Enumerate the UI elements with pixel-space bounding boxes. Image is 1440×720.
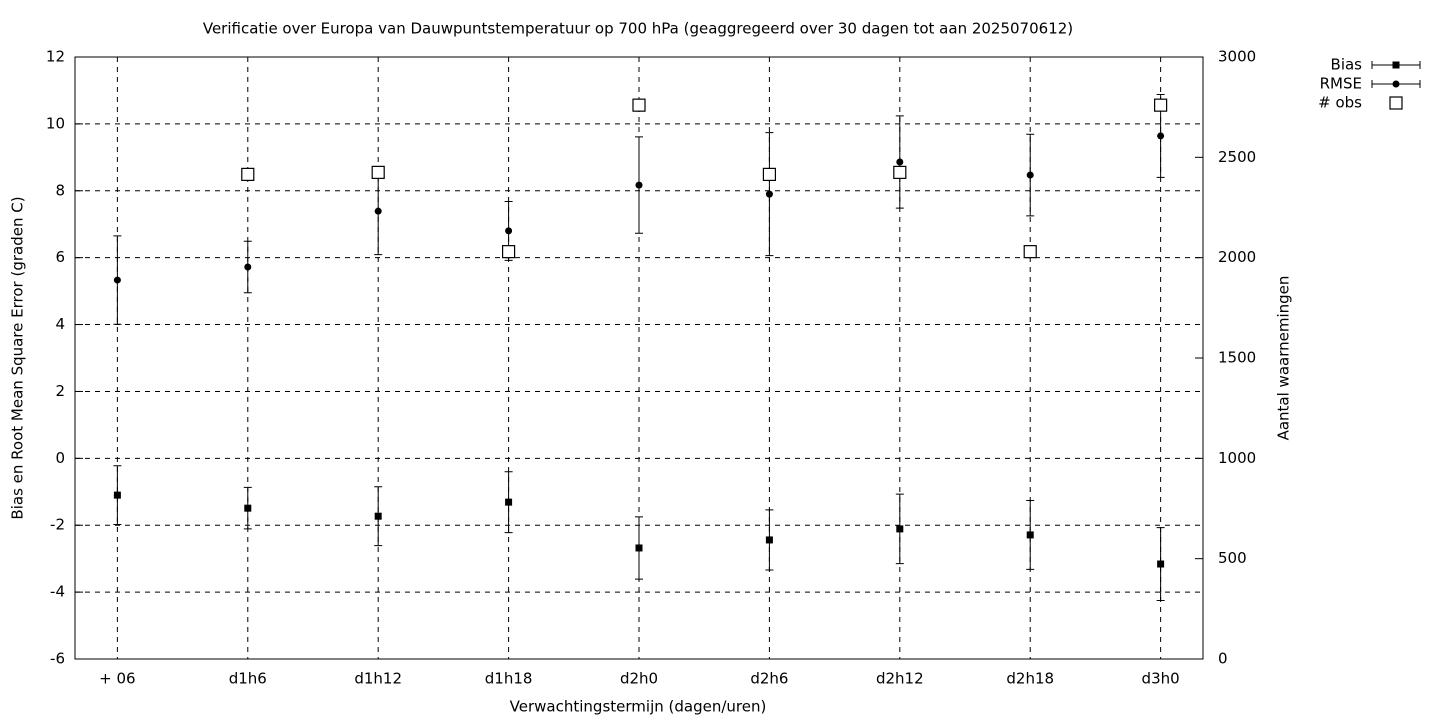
bias-marker: [505, 498, 513, 506]
y2-tick-label: 0: [1218, 650, 1228, 668]
x-tick-label: d2h6: [750, 670, 788, 688]
y-tick-label: 4: [55, 315, 65, 333]
obs-marker: [893, 165, 907, 179]
y-tick-label: 6: [55, 248, 65, 266]
rmse-marker: [113, 276, 121, 284]
x-tick-label: + 06: [99, 670, 135, 688]
legend-marker: [1389, 96, 1403, 110]
y-axis-label: Bias en Root Mean Square Error (graden C…: [9, 196, 27, 519]
y2-tick-label: 1500: [1218, 349, 1256, 367]
legend-marker: [1392, 80, 1400, 88]
rmse-marker: [244, 263, 252, 271]
y-tick-label: 12: [46, 48, 65, 66]
bias-marker: [244, 504, 252, 512]
bias-marker: [765, 536, 773, 544]
bias-marker: [896, 525, 904, 533]
y-tick-label: 0: [55, 449, 65, 467]
y-tick-label: 8: [55, 181, 65, 199]
rmse-marker: [505, 227, 513, 235]
rmse-marker: [1157, 132, 1165, 140]
y-tick-label: 10: [46, 114, 65, 132]
x-tick-label: d1h6: [229, 670, 267, 688]
y2-tick-label: 2500: [1218, 148, 1256, 166]
rmse-marker: [896, 158, 904, 166]
x-tick-label: d2h0: [620, 670, 658, 688]
legend-marker: [1392, 61, 1400, 69]
rmse-marker: [374, 207, 382, 215]
x-tick-label: d1h12: [354, 670, 402, 688]
x-axis-label: Verwachtingstermijn (dagen/uren): [510, 698, 767, 716]
obs-marker: [632, 98, 646, 112]
x-tick-label: d2h12: [876, 670, 924, 688]
chart-title: Verificatie over Europa van Dauwpuntstem…: [203, 20, 1073, 38]
y-tick-label: -2: [50, 516, 65, 534]
x-tick-label: d2h18: [1006, 670, 1054, 688]
legend-label: Bias: [1331, 56, 1363, 74]
legend-label: # obs: [1318, 94, 1362, 112]
obs-marker: [1154, 98, 1168, 112]
y2-tick-label: 500: [1218, 549, 1247, 567]
legend-label: RMSE: [1320, 75, 1362, 93]
bias-marker: [1157, 560, 1165, 568]
bias-marker: [374, 512, 382, 520]
bias-marker: [113, 491, 121, 499]
y2-axis-label: Aantal waarnemingen: [1275, 276, 1293, 441]
plot-border: [74, 56, 1204, 660]
y2-tick-label: 3000: [1218, 48, 1256, 66]
rmse-marker: [635, 181, 643, 189]
obs-marker: [762, 167, 777, 181]
y-tick-label: 2: [55, 382, 65, 400]
obs-marker: [241, 167, 255, 181]
obs-marker: [1023, 245, 1037, 259]
rmse-marker: [1026, 171, 1034, 179]
x-tick-label: d1h18: [485, 670, 533, 688]
y2-tick-label: 1000: [1218, 449, 1256, 467]
y-tick-label: -6: [50, 650, 65, 668]
obs-marker: [371, 165, 385, 179]
x-tick-label: d3h0: [1142, 670, 1180, 688]
y-tick-label: -4: [50, 583, 65, 601]
rmse-marker: [765, 190, 773, 198]
bias-marker: [1026, 531, 1034, 539]
y2-tick-label: 2000: [1218, 248, 1256, 266]
obs-marker: [501, 245, 516, 259]
bias-marker: [635, 544, 643, 552]
